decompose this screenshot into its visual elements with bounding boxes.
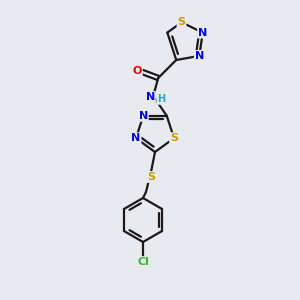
Text: N: N: [198, 28, 207, 38]
Text: Cl: Cl: [137, 257, 149, 267]
Text: N: N: [139, 111, 148, 121]
Text: S: S: [178, 17, 185, 27]
Text: S: S: [147, 172, 155, 182]
Text: O: O: [133, 66, 142, 76]
Text: N: N: [146, 92, 155, 102]
Text: N: N: [131, 133, 141, 143]
Text: N: N: [195, 51, 204, 61]
Text: H: H: [157, 94, 165, 104]
Text: S: S: [170, 133, 178, 143]
